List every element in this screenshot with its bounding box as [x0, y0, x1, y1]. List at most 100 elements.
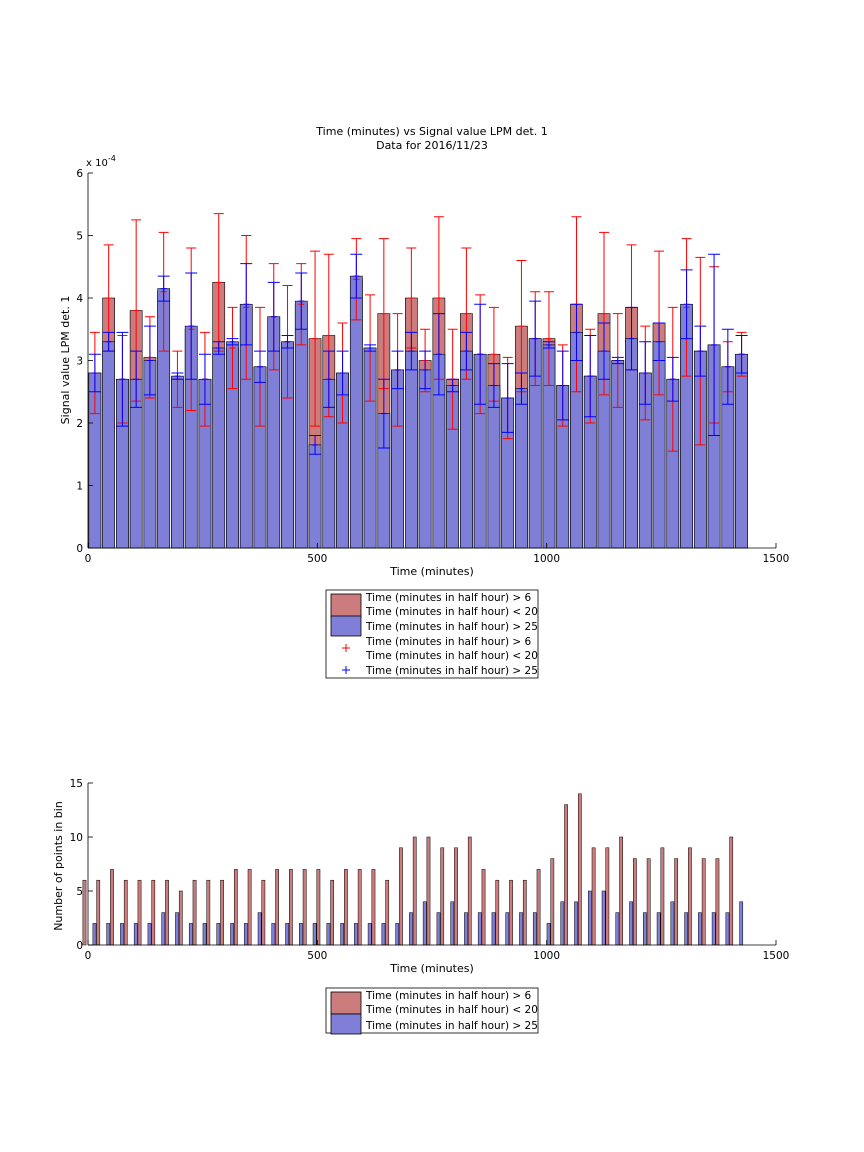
bar-red — [302, 869, 307, 946]
bar-red — [206, 879, 211, 946]
errorbar-blue — [625, 306, 638, 371]
bar-blue — [340, 923, 345, 946]
chart-title: Time (minutes) vs Signal value LPM det. … — [315, 125, 547, 138]
errorbar-blue — [116, 331, 129, 427]
errorbar-blue — [611, 356, 624, 365]
errorbar-blue — [226, 338, 239, 346]
bar-blue — [326, 923, 331, 946]
bar-blue — [532, 912, 537, 946]
bar-blue — [405, 350, 418, 549]
bar-blue — [684, 912, 689, 946]
errorbar-blue — [584, 335, 597, 418]
bar-red — [412, 836, 417, 946]
bar-blue — [395, 923, 400, 946]
y-tick-label: 2 — [76, 418, 83, 430]
legend-entry-red-errorbar: Time (minutes in half hour) > 6 Time (min… — [365, 636, 538, 662]
bar-blue — [519, 912, 523, 946]
bar-red — [674, 858, 679, 946]
x-tick-label: 0 — [85, 553, 92, 565]
bar-blue — [739, 901, 744, 946]
errorbar-blue — [570, 303, 583, 361]
bar-blue — [367, 923, 372, 946]
errorbar-blue — [487, 363, 500, 408]
signal-chart: Time (minutes) vs Signal value LPM det. … — [59, 125, 789, 679]
bar-red — [467, 836, 472, 946]
errorbar-blue — [666, 356, 679, 402]
bar-red — [151, 879, 156, 946]
bar-blue — [308, 444, 322, 549]
bar-red — [289, 869, 293, 946]
bar-blue — [615, 912, 620, 946]
legend-entry-blue-errorbar: Time (minutes in half hour) > 25 — [365, 665, 538, 677]
legend-entry-red-bar: Time (minutes in half hour) > 6 Time (min… — [365, 990, 538, 1016]
bar-blue — [106, 923, 111, 946]
errorbar-blue — [295, 272, 308, 330]
bar-red — [481, 869, 486, 946]
errorbar-blue — [639, 341, 652, 405]
bar-blue — [601, 890, 606, 946]
bar-blue — [656, 912, 661, 946]
errorbar-blue — [171, 372, 184, 380]
y-tick-label: 5 — [76, 886, 83, 898]
exponent-label: x 10-4 — [86, 154, 116, 169]
bar-red — [715, 858, 720, 946]
bar-red — [646, 858, 651, 946]
errorbar-red — [378, 238, 389, 390]
bar-blue — [587, 890, 592, 946]
axes: 0 500 1000 1500 0 5 10 15 — [70, 778, 790, 962]
bar-blue — [381, 923, 386, 946]
bar-blue — [629, 901, 633, 946]
y-tick-label: 5 — [76, 231, 83, 243]
bar-blue — [147, 923, 152, 946]
bar-red — [619, 836, 623, 946]
y-tick-label: 0 — [76, 543, 83, 555]
errorbar-blue — [391, 350, 404, 390]
bar-red — [385, 879, 390, 946]
bar-red — [729, 836, 734, 946]
errorbar-blue — [130, 350, 143, 408]
bar-red — [495, 879, 500, 946]
bar-red — [82, 879, 87, 946]
bar-blue — [188, 923, 193, 946]
bar-blue — [202, 923, 207, 946]
legend-swatch-blue-bar — [330, 615, 362, 637]
errorbar-blue — [419, 350, 432, 390]
errorbar-blue — [322, 350, 335, 408]
chart-subtitle: Data for 2016/11/23 — [376, 139, 488, 152]
bar-red — [178, 890, 183, 946]
legend-entry-blue-bar: Time (minutes in half hour) > 25 — [365, 1020, 538, 1032]
bar-red — [536, 869, 541, 946]
bar-red — [220, 879, 224, 946]
bar-red — [688, 847, 692, 946]
errorbar-blue — [185, 272, 198, 380]
bar-blue — [464, 912, 468, 946]
errorbar-blue — [653, 322, 666, 361]
y-tick-label: 4 — [76, 293, 83, 305]
bar-blue — [175, 912, 179, 946]
errorbar-blue — [474, 303, 487, 405]
bar-red — [330, 879, 335, 946]
errorbar-red — [227, 306, 238, 390]
x-tick-label: 0 — [85, 950, 92, 962]
bar-red — [316, 869, 321, 946]
errorbar-blue — [501, 363, 514, 433]
bar-blue — [546, 923, 551, 946]
errorbar-blue — [694, 325, 707, 377]
x-axis-label: Time (minutes) — [389, 962, 474, 975]
bar-blue — [409, 912, 413, 946]
bar-blue — [698, 912, 702, 946]
legend-marker-blue-errorbar — [342, 666, 350, 674]
bar-blue — [257, 912, 262, 946]
x-tick-label: 500 — [307, 553, 327, 565]
bar-blue — [711, 912, 716, 946]
errorbar-blue — [88, 353, 101, 393]
bar-blue — [487, 385, 501, 549]
y-tick-label: 1 — [76, 481, 83, 493]
bar-blue — [450, 901, 455, 946]
bar-blue — [161, 912, 166, 946]
errorbar-blue — [680, 269, 693, 340]
legend: Time (minutes in half hour) > 6 Time (min… — [325, 987, 539, 1035]
errorbar-blue — [364, 344, 377, 352]
errorbar-blue — [350, 253, 363, 299]
